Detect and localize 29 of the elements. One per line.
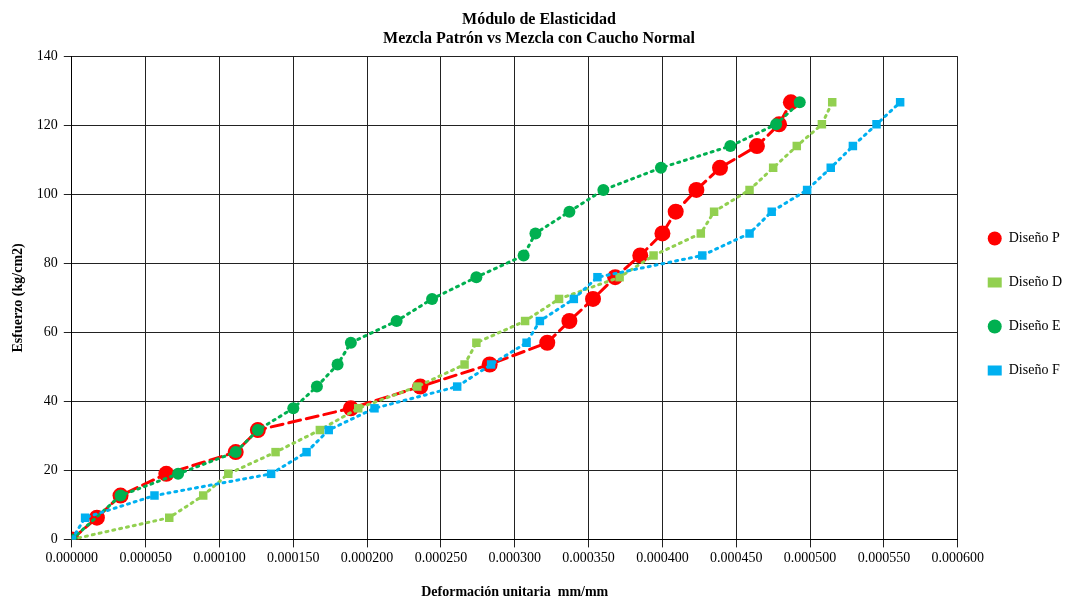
x-tick-label: 0.000550 bbox=[857, 550, 911, 566]
y-tick-label: 60 bbox=[43, 324, 58, 340]
x-tick-label: 0.000450 bbox=[710, 550, 763, 566]
y-tick-label: 40 bbox=[43, 393, 58, 409]
y-tick-label: 100 bbox=[36, 186, 58, 202]
legend-label: Diseño D bbox=[1008, 274, 1063, 290]
text: Módulo de Elasticidad bbox=[462, 9, 616, 27]
legend-label: Diseño F bbox=[1008, 362, 1060, 378]
y-axis-title: Esfuerzo (kg/cm2) bbox=[10, 242, 27, 353]
x-tick-label: 0.000300 bbox=[488, 550, 542, 566]
x-tick-label: 0.000350 bbox=[562, 550, 615, 566]
x-tick-label: 0.000100 bbox=[193, 550, 246, 566]
x-tick-label: 0.000200 bbox=[340, 550, 394, 566]
y-tick-label: 20 bbox=[43, 462, 58, 478]
x-tick-label: 0.000500 bbox=[783, 550, 837, 566]
y-tick-label: 140 bbox=[36, 48, 58, 64]
x-axis-title: Deformación unitaria mm/mm bbox=[421, 584, 609, 600]
y-tick-label: 120 bbox=[36, 117, 58, 133]
legend-label: Diseño E bbox=[1008, 318, 1061, 334]
legend-label: Diseño P bbox=[1008, 230, 1060, 246]
x-tick-label: 0.000150 bbox=[267, 550, 320, 566]
x-tick-label: 0.000250 bbox=[414, 550, 468, 566]
x-tick-label: 0.000000 bbox=[45, 550, 99, 566]
y-tick-label: 80 bbox=[43, 255, 58, 271]
x-tick-label: 0.000400 bbox=[636, 550, 689, 566]
x-tick-label: 0.000050 bbox=[119, 550, 172, 566]
y-tick-label: 0 bbox=[50, 531, 58, 547]
x-tick-label: 0.000600 bbox=[931, 550, 984, 566]
text: Mezcla Patrón vs Mezcla con Caucho Normal bbox=[383, 28, 695, 46]
